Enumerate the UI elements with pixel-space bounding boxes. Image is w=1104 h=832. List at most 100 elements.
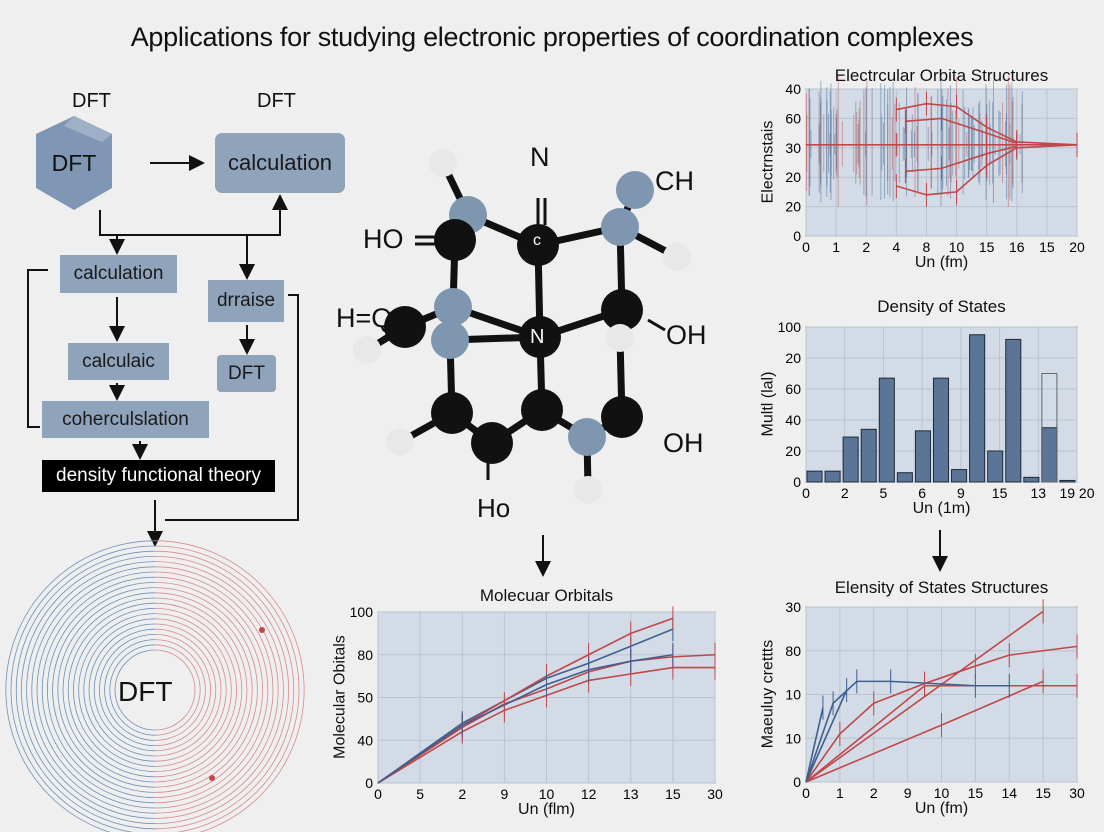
y-tick-label: 40 <box>357 732 373 748</box>
x-tick-label: 8 <box>923 239 931 255</box>
x-tick-label: 10 <box>934 785 950 801</box>
y-tick-label: 0 <box>793 228 801 244</box>
bar <box>807 471 822 482</box>
x-tick-label: 15 <box>665 786 681 802</box>
hydrogen-atom <box>606 324 634 352</box>
x-tick-label: 5 <box>880 485 888 501</box>
y-tick-label: 60 <box>785 381 801 397</box>
chart-title: Electrcular Orbita Structures <box>776 66 1104 86</box>
bar <box>970 335 985 482</box>
y-tick-label: 50 <box>357 690 373 706</box>
x-tick-label: 2 <box>458 786 466 802</box>
y-tick-label: 0 <box>793 774 801 790</box>
y-tick-label: 20 <box>785 199 801 215</box>
chart-title: Molecuar Orbitals <box>348 586 745 606</box>
x-tick-label: 9 <box>904 785 912 801</box>
x-tick-label: 14 <box>1001 785 1017 801</box>
x-tick-label: 10 <box>539 786 555 802</box>
atom-label-n-top: N <box>530 142 550 173</box>
x-tick-label: 20 <box>1069 239 1085 255</box>
y-axis-label: Maeuluy crettts <box>759 606 777 781</box>
nitrogen-atom <box>616 171 654 209</box>
bar <box>1060 480 1075 482</box>
x-tick-label: 1 <box>836 785 844 801</box>
bar <box>879 378 894 482</box>
x-tick-label: 13 <box>1030 485 1046 501</box>
carbon-atom <box>471 422 513 464</box>
x-tick-label: 30 <box>707 786 723 802</box>
x-tick-label: 0 <box>802 785 810 801</box>
x-tick-label: 5 <box>416 786 424 802</box>
bar <box>897 473 912 482</box>
bar <box>1024 477 1039 482</box>
x-tick-label: 2 <box>870 785 878 801</box>
x-tick-label: 15 <box>1039 239 1055 255</box>
nitrogen-atom <box>431 321 469 359</box>
carbon-atom <box>434 219 476 261</box>
x-tick-label: 15 <box>979 239 995 255</box>
chart-plot: 0 1 2 9 10 15 14 15 30 0 10 10 80 30 <box>806 607 1077 782</box>
x-tick-label: 15 <box>992 485 1008 501</box>
bar <box>933 378 948 482</box>
x-tick-label: 16 <box>1009 239 1025 255</box>
nitrogen-atom <box>568 418 606 456</box>
x-tick-label: 6 <box>918 485 926 501</box>
y-tick-label: 40 <box>785 412 801 428</box>
carbon-atom <box>601 396 643 438</box>
x-axis-label: Un (fm) <box>806 254 1077 272</box>
bar <box>825 471 840 482</box>
chart-plot: 0 5 2 9 10 12 13 15 300405080100 <box>378 612 715 783</box>
atom-label-n-center: N <box>530 326 544 349</box>
chart-plot: 0 1 2 4 8 10 15 16 15 20 0 20 20 30 60 40 <box>806 89 1077 236</box>
y-tick-label: 80 <box>785 643 801 659</box>
y-tick-label: 80 <box>357 647 373 663</box>
x-tick-label: 2 <box>862 239 870 255</box>
y-tick-label: 10 <box>785 687 801 703</box>
y-tick-label: 30 <box>785 140 801 156</box>
atom-label-c-center: c <box>533 232 541 250</box>
y-tick-label: 60 <box>785 110 801 126</box>
atom-label-oh-low: OH <box>663 428 704 459</box>
carbon-atom <box>431 392 473 434</box>
y-tick-label: 40 <box>785 81 801 97</box>
x-axis-label: Un (flm) <box>378 801 715 819</box>
bar <box>988 451 1003 482</box>
x-tick-label: 1 <box>832 239 840 255</box>
x-tick-label: 9 <box>500 786 508 802</box>
double-bond <box>648 320 665 330</box>
y-tick-label: 10 <box>785 730 801 746</box>
atom-label-ho-bottom: Ho <box>477 493 510 524</box>
x-axis-label: Un (1m) <box>806 500 1077 518</box>
hydrogen-atom <box>574 476 602 504</box>
bar <box>843 437 858 482</box>
x-tick-label: 0 <box>802 239 810 255</box>
x-axis-label: Un (fm) <box>806 800 1077 818</box>
atom-label-ch: CH <box>655 166 694 197</box>
y-tick-label: 20 <box>785 350 801 366</box>
y-tick-label: 0 <box>793 474 801 490</box>
x-tick-label: 15 <box>1035 785 1051 801</box>
x-tick-label: 2 <box>841 485 849 501</box>
bar <box>1042 428 1057 482</box>
bar <box>952 470 967 482</box>
y-tick-label: 30 <box>785 599 801 615</box>
y-axis-label: Molecular Obitals <box>331 611 349 782</box>
chart-title: Density of States <box>776 297 1104 317</box>
chart-plot: 0 2 5 6 9 15 13 19 20 0 20 40 60 20 100 <box>806 327 1077 482</box>
atom-label-oh-mid: OH <box>666 320 707 351</box>
y-axis-label: Electrnstais <box>759 88 777 235</box>
chart-title: Elensity of States Structures <box>776 578 1104 598</box>
x-tick-label: 30 <box>1069 785 1085 801</box>
nitrogen-atom <box>601 208 639 246</box>
y-tick-label: 20 <box>785 169 801 185</box>
bar <box>1006 339 1021 482</box>
x-tick-label: 15 <box>968 785 984 801</box>
nitrogen-atom <box>434 288 472 326</box>
carbon-atom <box>521 389 563 431</box>
atom-label-hq: H=Q <box>336 303 392 334</box>
x-tick-label: 0 <box>802 485 810 501</box>
hydrogen-atom <box>429 149 457 177</box>
y-axis-label: Multl (lal) <box>759 326 777 481</box>
x-tick-label: 10 <box>949 239 965 255</box>
y-tick-label: 100 <box>778 319 802 335</box>
